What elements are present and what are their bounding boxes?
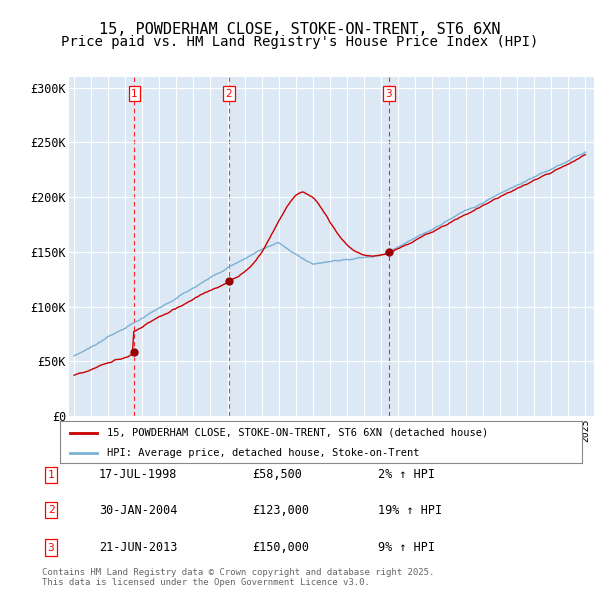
Text: HPI: Average price, detached house, Stoke-on-Trent: HPI: Average price, detached house, Stok… — [107, 448, 419, 457]
Text: Contains HM Land Registry data © Crown copyright and database right 2025.
This d: Contains HM Land Registry data © Crown c… — [42, 568, 434, 587]
Text: £123,000: £123,000 — [252, 504, 309, 517]
Text: 3: 3 — [47, 543, 55, 552]
Text: 1: 1 — [131, 88, 138, 99]
Text: 30-JAN-2004: 30-JAN-2004 — [99, 504, 178, 517]
Text: 2% ↑ HPI: 2% ↑ HPI — [378, 468, 435, 481]
Text: 17-JUL-1998: 17-JUL-1998 — [99, 468, 178, 481]
Text: 15, POWDERHAM CLOSE, STOKE-ON-TRENT, ST6 6XN (detached house): 15, POWDERHAM CLOSE, STOKE-ON-TRENT, ST6… — [107, 428, 488, 438]
Text: 2: 2 — [226, 88, 232, 99]
Text: 9% ↑ HPI: 9% ↑ HPI — [378, 541, 435, 554]
Text: Price paid vs. HM Land Registry's House Price Index (HPI): Price paid vs. HM Land Registry's House … — [61, 35, 539, 50]
Text: £58,500: £58,500 — [252, 468, 302, 481]
Text: 19% ↑ HPI: 19% ↑ HPI — [378, 504, 442, 517]
Text: 2: 2 — [47, 506, 55, 515]
Text: 1: 1 — [47, 470, 55, 480]
Text: 21-JUN-2013: 21-JUN-2013 — [99, 541, 178, 554]
Text: 3: 3 — [385, 88, 392, 99]
Text: £150,000: £150,000 — [252, 541, 309, 554]
Text: 15, POWDERHAM CLOSE, STOKE-ON-TRENT, ST6 6XN: 15, POWDERHAM CLOSE, STOKE-ON-TRENT, ST6… — [99, 22, 501, 37]
